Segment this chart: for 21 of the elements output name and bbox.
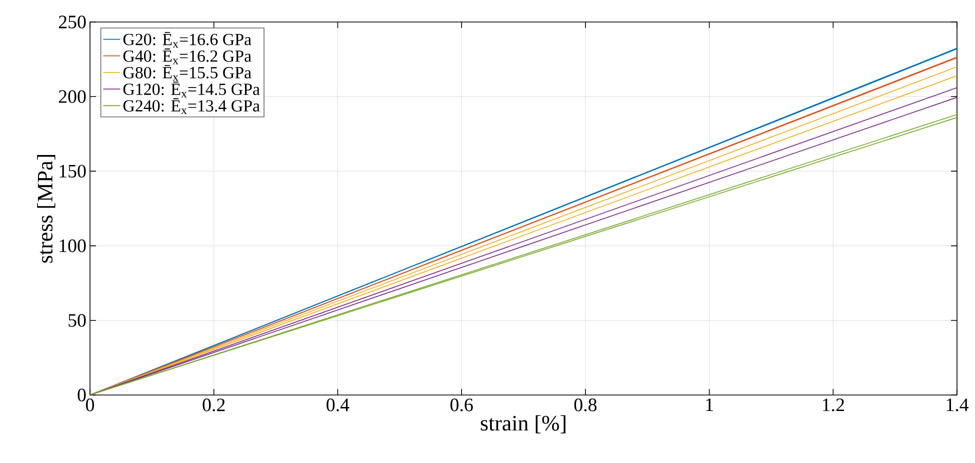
- y-tick-label: 100: [60, 239, 86, 252]
- x-tick-label: 1.4: [946, 398, 969, 412]
- x-tick-label: 0.2: [202, 398, 225, 412]
- x-axis-title: strain [%]: [480, 415, 566, 434]
- legend-label: G20: Ē$_{x}$=16.6 GPa: [123, 32, 252, 48]
- legend-label: G120: Ē$_{x}$=14.5 GPa: [123, 82, 260, 98]
- x-tick-label: 0.4: [326, 398, 350, 412]
- x-tick-label: 0.6: [450, 398, 473, 412]
- x-tick-label: 1.2: [822, 398, 844, 412]
- y-tick-label: 0: [78, 388, 86, 402]
- y-tick-label: 50: [68, 314, 86, 327]
- y-tick-label: 150: [60, 164, 86, 178]
- y-tick-label: 250: [58, 16, 86, 28]
- x-tick-label: 1: [706, 398, 713, 412]
- legend-label: G40: Ē$_{x}$=16.2 GPa: [123, 48, 252, 64]
- legend-label: G240: Ē$_{x}$=13.4 GPa: [123, 98, 260, 114]
- x-tick-label: 0: [86, 398, 94, 412]
- x-tick-label: 0.8: [574, 398, 597, 412]
- y-axis-title: stress [MPa]: [37, 155, 56, 263]
- y-tick-label: 200: [58, 90, 86, 103]
- legend-label: G80: Ē$_{x}$=15.5 GPa: [123, 65, 252, 81]
